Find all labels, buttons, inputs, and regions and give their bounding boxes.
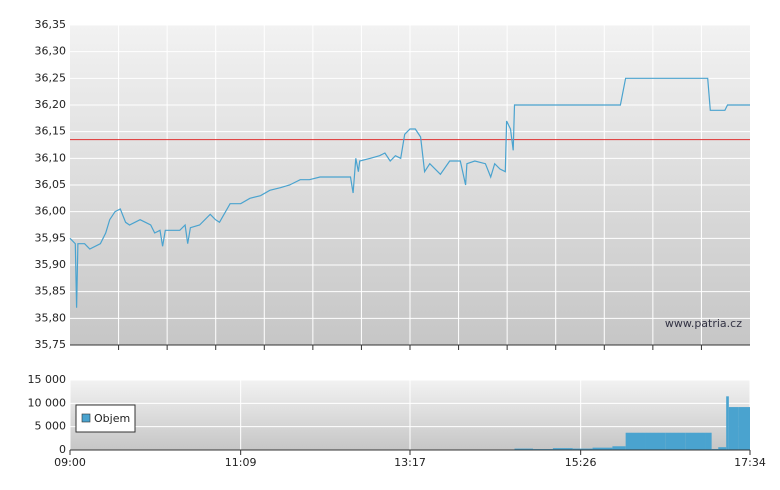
volume-bar [728, 407, 739, 450]
y-tick-label: 36,20 [35, 98, 67, 111]
y-tick-label: 10 000 [28, 396, 67, 409]
x-tick-label: 13:17 [394, 456, 426, 469]
volume-bar [572, 448, 593, 450]
y-tick-label: 36,15 [35, 125, 67, 138]
y-tick-label: 35,85 [35, 285, 67, 298]
x-tick-label: 09:00 [54, 456, 86, 469]
volume-bar [612, 446, 626, 450]
y-tick-label: 0 [59, 443, 66, 456]
y-tick-label: 36,30 [35, 45, 67, 58]
volume-bar [645, 432, 666, 450]
y-tick-label: 36,35 [35, 18, 67, 31]
watermark: www.patria.cz [665, 317, 742, 330]
volume-bar [685, 432, 706, 450]
y-tick-label: 36,10 [35, 151, 67, 164]
y-tick-label: 15 000 [28, 373, 67, 386]
y-tick-label: 5 000 [35, 420, 67, 433]
y-tick-label: 36,05 [35, 178, 67, 191]
y-tick-label: 35,75 [35, 338, 67, 351]
price-line [69, 77, 750, 308]
volume-bar [705, 432, 712, 450]
legend-swatch [81, 413, 91, 423]
y-tick-label: 36,00 [35, 205, 67, 218]
y-tick-label: 35,90 [35, 258, 67, 271]
volume-bar [726, 396, 729, 450]
volume-bar [738, 407, 750, 450]
volume-bar [514, 448, 534, 450]
volume-bar [592, 447, 613, 450]
x-tick-label: 17:34 [734, 456, 766, 469]
volume-bar [718, 447, 727, 450]
x-tick-label: 11:09 [225, 456, 257, 469]
y-tick-label: 35,80 [35, 311, 67, 324]
y-tick-label: 36,25 [35, 71, 67, 84]
x-tick-label: 15:26 [565, 456, 597, 469]
volume-bar [665, 432, 686, 450]
volume-bar [552, 448, 573, 450]
y-tick-label: 35,95 [35, 231, 67, 244]
volume-bar [625, 432, 646, 450]
legend-label: Objem [94, 412, 130, 425]
